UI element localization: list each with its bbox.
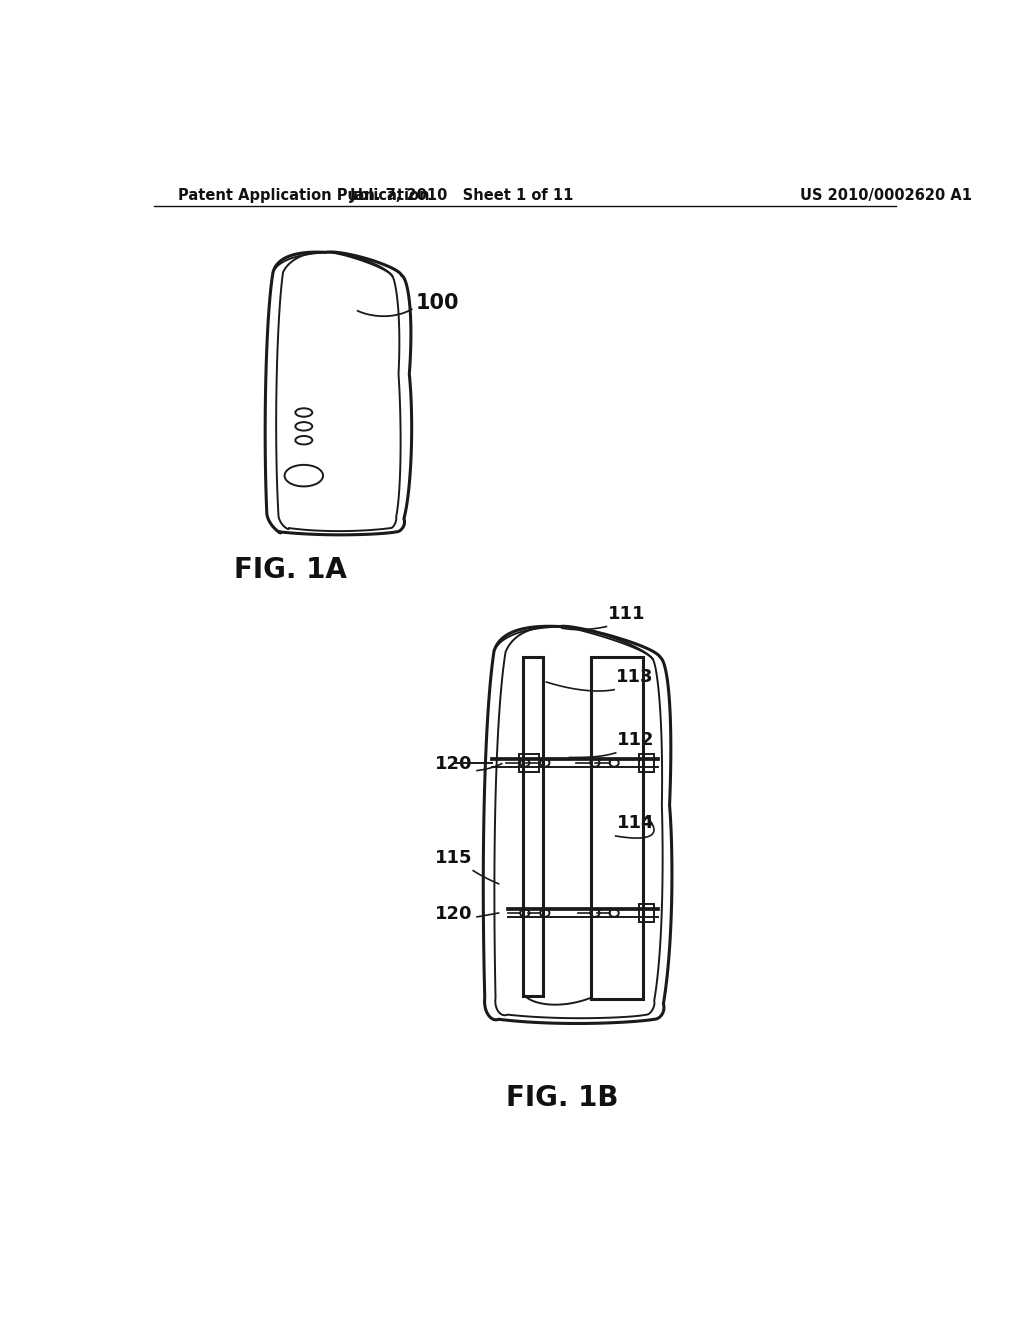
Text: Jan. 7, 2010   Sheet 1 of 11: Jan. 7, 2010 Sheet 1 of 11 bbox=[349, 187, 573, 203]
Text: FIG. 1A: FIG. 1A bbox=[234, 556, 347, 585]
Text: 100: 100 bbox=[416, 293, 459, 313]
Text: FIG. 1B: FIG. 1B bbox=[506, 1084, 618, 1111]
Text: Patent Application Publication: Patent Application Publication bbox=[178, 187, 430, 203]
Text: 112: 112 bbox=[617, 731, 654, 750]
Text: 120: 120 bbox=[435, 755, 472, 774]
Text: 115: 115 bbox=[435, 849, 472, 867]
Text: US 2010/0002620 A1: US 2010/0002620 A1 bbox=[801, 187, 973, 203]
Text: 114: 114 bbox=[617, 814, 654, 833]
Text: 111: 111 bbox=[608, 605, 645, 623]
Text: 120: 120 bbox=[435, 906, 472, 923]
Text: 113: 113 bbox=[615, 668, 653, 686]
